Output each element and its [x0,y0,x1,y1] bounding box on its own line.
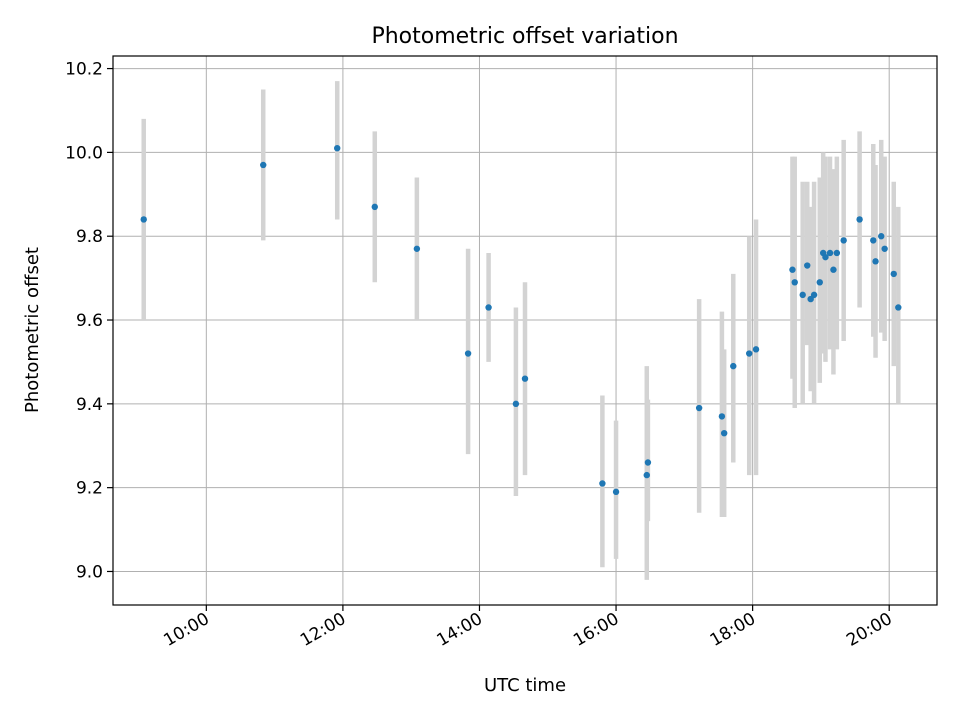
data-point [612,488,620,496]
data-point [720,429,728,437]
data-point [895,304,902,311]
data-point [485,304,492,311]
data-point [856,216,863,223]
data-point [746,350,753,357]
data-point [752,346,760,353]
data-point [833,249,841,257]
data-point [804,262,811,269]
chart-title: Photometric offset variation [371,24,678,49]
data-point [643,471,650,479]
data-point [799,291,806,299]
y-axis-label: Photometric offset [22,247,43,413]
data-point [521,375,529,382]
data-point [872,258,879,265]
data-point [840,237,847,244]
y-tick-label: 9.2 [76,479,103,499]
data-point [371,203,378,211]
y-tick-label: 9.6 [76,311,103,331]
data-point [890,270,897,278]
data-point [826,249,834,257]
data-point [599,480,606,487]
data-point [830,266,837,273]
plot-frame [112,55,938,606]
data-point [878,233,885,240]
data-point [464,350,472,357]
data-point [260,161,267,169]
data-point [791,279,798,286]
data-point [881,245,888,252]
data-point [816,279,823,286]
y-tick-label: 10.2 [65,60,103,80]
data-point [644,459,652,466]
data-point [810,291,818,299]
y-tick-label: 9.0 [76,562,103,582]
data-point [413,245,421,252]
data-point [695,404,703,412]
data-point [870,237,877,244]
y-tick-label: 9.4 [76,395,103,415]
data-point [718,413,726,420]
data-points [140,144,902,496]
data-point [822,253,829,261]
y-tick-label: 9.8 [76,227,103,247]
data-point [789,266,796,273]
data-point [140,216,147,223]
data-point [730,362,737,370]
data-point [512,400,520,408]
x-axis-label: UTC time [484,675,566,696]
data-point [334,144,341,152]
y-tick-label: 10.0 [65,143,103,163]
